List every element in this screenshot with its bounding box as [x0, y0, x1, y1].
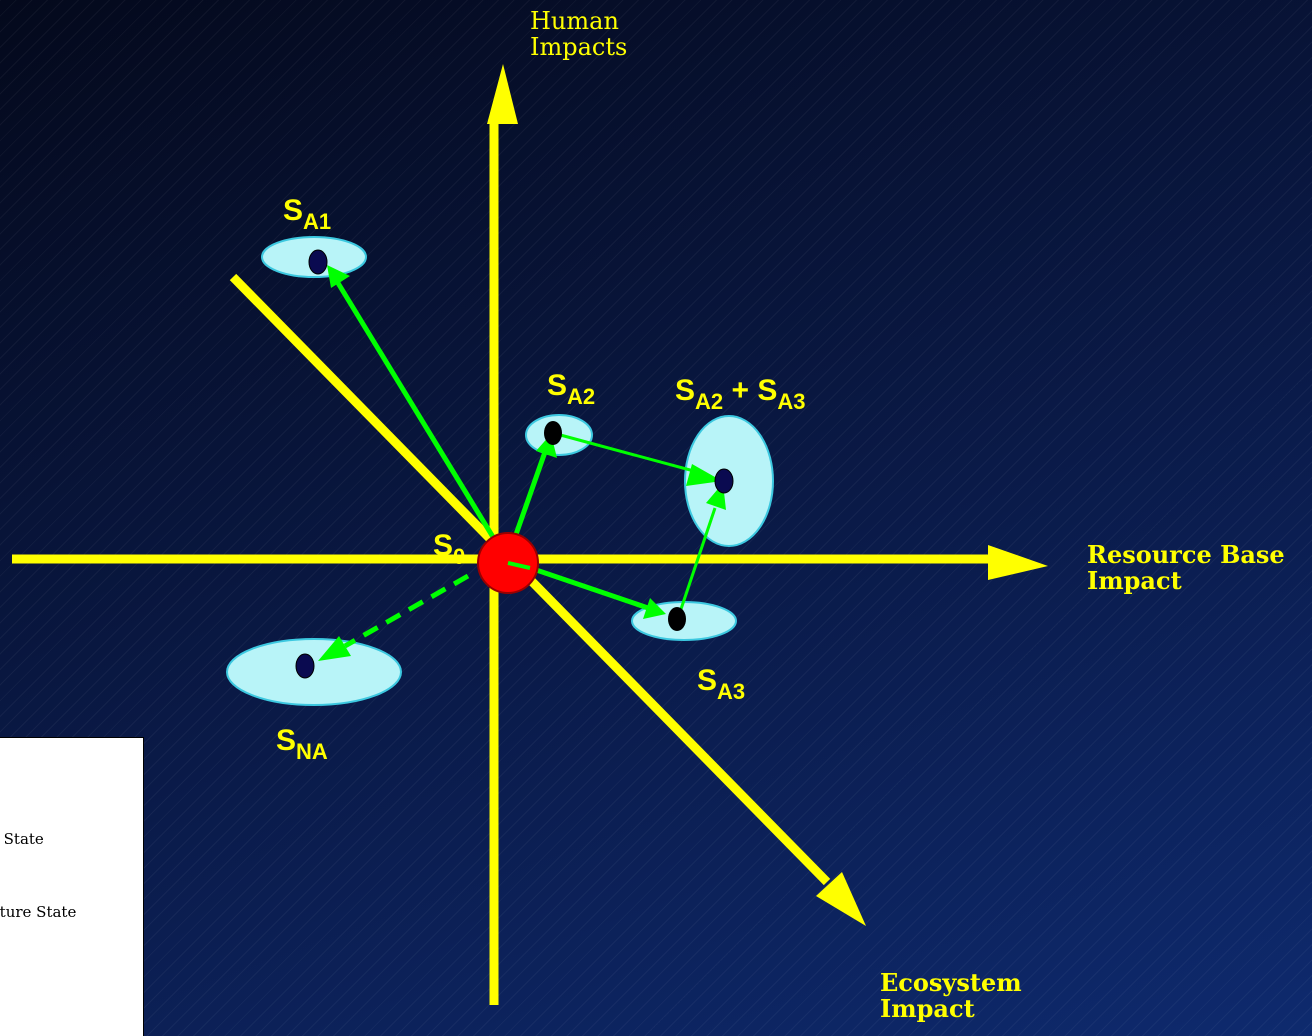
ellipse-sna [226, 638, 402, 706]
dot-sna [295, 653, 315, 679]
arrow-sa3-to-sa2-sa3 [675, 507, 717, 622]
state-label-sa2: SA2 [547, 369, 596, 409]
legend-item-future-state: uture State [0, 903, 77, 921]
origin-arrow-stub [507, 561, 531, 570]
axis-label-ecosystem-impact: Ecosystem Impact [880, 968, 1022, 1023]
legend-item-current-state: e State [0, 830, 44, 848]
legend-box: e State uture State [0, 737, 144, 1036]
arrow-sa2-to-sa2-sa3-head [686, 464, 722, 486]
dot-sa3 [668, 607, 686, 631]
state-label-sa1: SA1 [283, 194, 332, 234]
axis-label-human-impacts: Human Impacts [530, 7, 628, 61]
arrow-s0-to-sna-head [318, 636, 351, 661]
state-label-sna: SNA [276, 724, 328, 764]
arrow-s0-to-sna-dashed [343, 573, 470, 649]
vertical-axis-arrowhead [487, 64, 518, 124]
arrow-s0-to-sa3-head [643, 598, 666, 619]
dot-sa2 [544, 421, 562, 445]
arrow-s0-to-sa1 [335, 281, 510, 562]
arrow-sa2-to-sa2-sa3 [552, 431, 706, 476]
horizontal-axis-arrowhead [988, 545, 1048, 580]
dot-sa1 [308, 249, 328, 275]
state-label-sa2-plus-sa3: SA2 + SA3 [675, 374, 806, 414]
state-label-sa3: SA3 [697, 664, 746, 704]
dot-sa2-sa3 [714, 468, 734, 494]
diagonal-axis-arrowhead [816, 872, 866, 926]
arrow-s0-to-sa1-head [327, 265, 350, 288]
axis-label-resource-base-impact: Resource Base Impact [1087, 540, 1285, 595]
state-label-s0: S0 [433, 529, 466, 569]
